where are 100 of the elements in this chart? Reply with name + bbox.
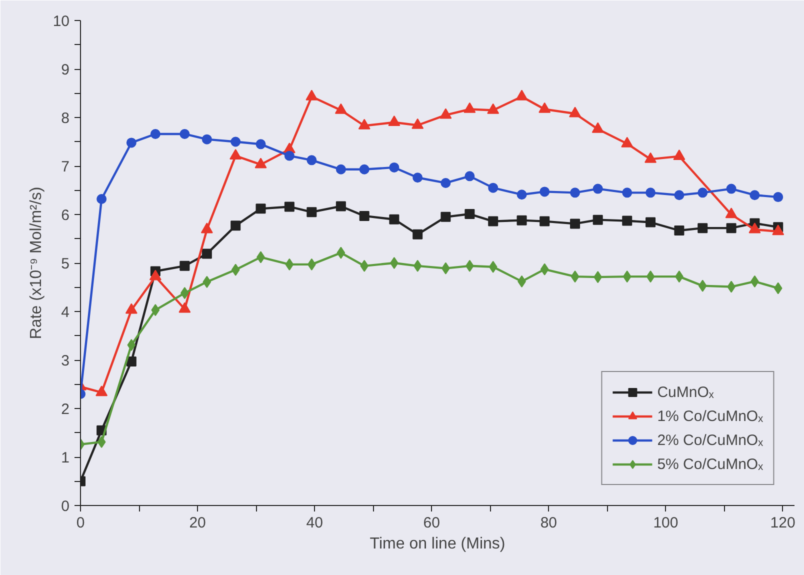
point [646, 270, 655, 283]
y-tick-label: 7 [61, 158, 70, 176]
point [464, 209, 475, 220]
point [594, 271, 602, 284]
point [336, 201, 346, 212]
point [149, 270, 162, 280]
point [748, 222, 761, 234]
x-tick-label: 100 [653, 514, 678, 532]
point [285, 258, 294, 270]
point [488, 182, 498, 193]
point [150, 129, 160, 139]
x-tick-label: 20 [189, 514, 206, 532]
point [644, 152, 657, 163]
point [254, 158, 267, 168]
point [230, 220, 241, 231]
point [334, 103, 347, 114]
point [390, 257, 398, 269]
point [388, 116, 400, 126]
point [646, 217, 656, 228]
point [256, 204, 266, 214]
y-tick-label: 3 [61, 352, 70, 370]
point [202, 248, 212, 259]
point [646, 188, 656, 198]
point [592, 214, 603, 225]
point [306, 155, 317, 166]
point [306, 207, 317, 218]
point [440, 212, 451, 222]
point [516, 215, 527, 226]
point [413, 260, 422, 272]
point [516, 90, 528, 100]
point [412, 229, 423, 240]
point [202, 276, 212, 288]
x-tick-label: 0 [76, 514, 85, 532]
point [126, 138, 136, 148]
point [284, 150, 294, 161]
point [202, 134, 212, 144]
point [622, 270, 632, 283]
y-tick-label: 6 [61, 207, 70, 224]
point [698, 280, 707, 292]
point [231, 264, 240, 276]
point [592, 122, 604, 133]
x-tick-label: 80 [540, 514, 558, 532]
point [773, 192, 784, 202]
point [772, 224, 784, 236]
point [412, 118, 424, 129]
point [230, 136, 241, 147]
y-tick-label: 4 [61, 304, 70, 321]
point [698, 188, 708, 198]
point [200, 222, 213, 234]
legend-label: 2% Co/CuMnOₓ [657, 432, 763, 448]
y-tick-label: 1 [61, 450, 70, 466]
point [180, 260, 190, 271]
legend-label: CuMnOₓ [657, 384, 714, 400]
point [673, 149, 686, 160]
point [516, 190, 527, 200]
point [725, 208, 738, 218]
point [336, 246, 346, 259]
y-tick-label: 0 [61, 498, 70, 515]
point [726, 223, 736, 234]
point [674, 226, 684, 236]
point [538, 102, 551, 113]
y-tick-label: 2 [61, 401, 70, 418]
point [96, 194, 107, 204]
point [750, 190, 760, 200]
point [674, 190, 684, 200]
point [412, 172, 423, 183]
point [359, 210, 370, 221]
point [440, 178, 451, 188]
legend-label: 5% Co/CuMnOₓ [657, 456, 763, 472]
point [592, 184, 603, 194]
point [126, 356, 136, 366]
y-tick-label: 9 [61, 62, 70, 78]
point [726, 184, 736, 194]
point [570, 188, 580, 198]
point [487, 103, 500, 114]
y-axis-title: Rate (x10⁻⁹ Mol/m²/s) [28, 186, 45, 340]
legend-label: 1% Co/CuMnOₓ [657, 408, 763, 424]
point [488, 216, 498, 226]
point [389, 162, 400, 172]
x-tick-label: 40 [306, 514, 323, 532]
point [464, 102, 476, 113]
x-axis-title: Time on line (Mins) [370, 536, 506, 552]
x-tick-label: 120 [770, 514, 796, 532]
point [230, 148, 242, 160]
point [336, 164, 346, 174]
point [180, 129, 190, 139]
point [440, 108, 452, 119]
point [540, 216, 550, 226]
point [698, 223, 708, 234]
point [621, 136, 634, 148]
point [97, 436, 106, 448]
point [360, 260, 369, 272]
point [358, 118, 370, 130]
point [540, 263, 549, 276]
point [389, 214, 400, 224]
y-tick-label: 10 [52, 13, 70, 30]
point [569, 106, 582, 118]
point [127, 338, 136, 351]
point [359, 164, 370, 174]
point [284, 202, 294, 212]
